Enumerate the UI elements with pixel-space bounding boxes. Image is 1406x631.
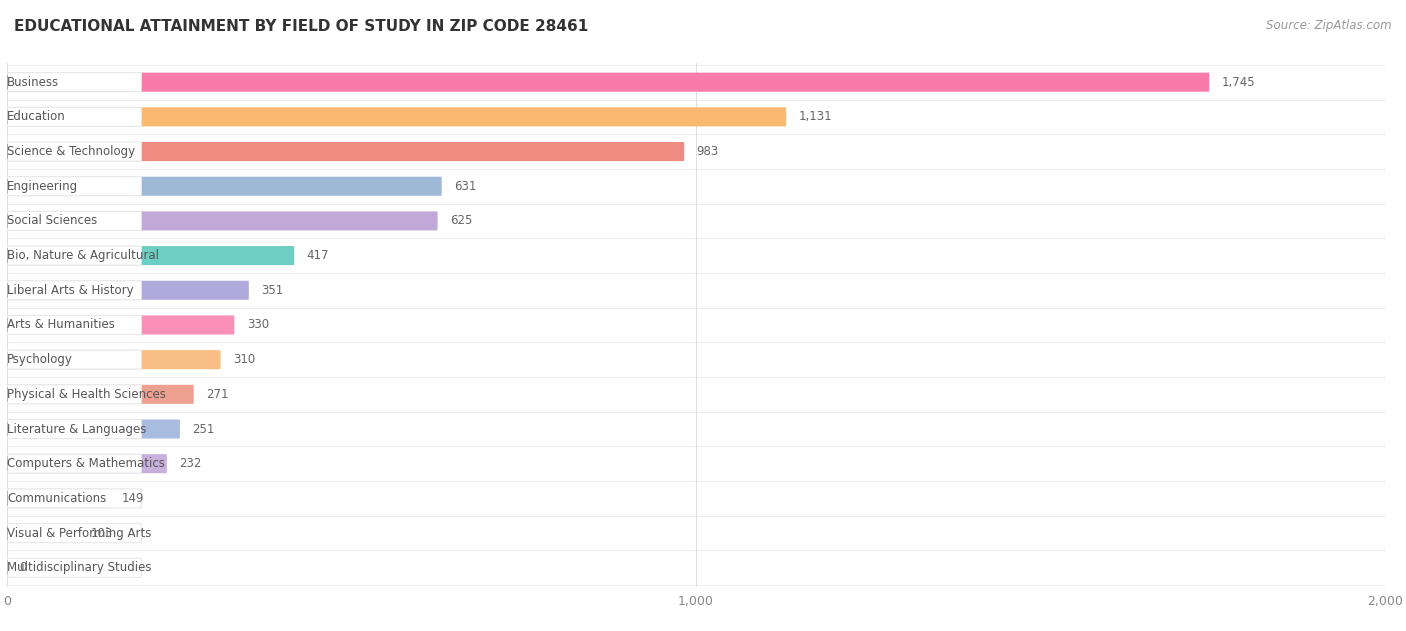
Text: Computers & Mathematics: Computers & Mathematics [7, 457, 165, 470]
Text: Liberal Arts & History: Liberal Arts & History [7, 284, 134, 297]
FancyBboxPatch shape [7, 411, 1385, 446]
FancyBboxPatch shape [7, 273, 1385, 308]
FancyBboxPatch shape [7, 524, 77, 543]
FancyBboxPatch shape [7, 489, 110, 508]
FancyBboxPatch shape [7, 73, 142, 91]
FancyBboxPatch shape [7, 516, 1385, 550]
FancyBboxPatch shape [7, 316, 235, 334]
FancyBboxPatch shape [7, 239, 1385, 273]
FancyBboxPatch shape [7, 134, 1385, 169]
FancyBboxPatch shape [7, 100, 1385, 134]
Text: Psychology: Psychology [7, 353, 73, 366]
Text: Communications: Communications [7, 492, 107, 505]
Text: 103: 103 [90, 527, 112, 540]
Text: Business: Business [7, 76, 59, 89]
FancyBboxPatch shape [7, 177, 142, 196]
FancyBboxPatch shape [7, 211, 142, 230]
Text: Visual & Performing Arts: Visual & Performing Arts [7, 527, 152, 540]
Text: 310: 310 [233, 353, 256, 366]
FancyBboxPatch shape [7, 246, 294, 265]
FancyBboxPatch shape [7, 385, 194, 404]
FancyBboxPatch shape [7, 142, 142, 161]
FancyBboxPatch shape [7, 446, 1385, 481]
Text: Literature & Languages: Literature & Languages [7, 423, 146, 435]
Text: Multidisciplinary Studies: Multidisciplinary Studies [7, 561, 152, 574]
FancyBboxPatch shape [7, 73, 1209, 91]
FancyBboxPatch shape [7, 558, 142, 577]
Text: Source: ZipAtlas.com: Source: ZipAtlas.com [1267, 19, 1392, 32]
Text: Arts & Humanities: Arts & Humanities [7, 319, 115, 331]
Text: Physical & Health Sciences: Physical & Health Sciences [7, 388, 166, 401]
FancyBboxPatch shape [7, 107, 786, 126]
FancyBboxPatch shape [7, 489, 142, 508]
Text: 232: 232 [180, 457, 201, 470]
Text: 251: 251 [193, 423, 215, 435]
FancyBboxPatch shape [7, 169, 1385, 204]
Text: 149: 149 [122, 492, 145, 505]
Text: 330: 330 [247, 319, 269, 331]
FancyBboxPatch shape [7, 420, 142, 439]
FancyBboxPatch shape [7, 524, 142, 543]
Text: 625: 625 [450, 215, 472, 227]
FancyBboxPatch shape [7, 281, 249, 300]
FancyBboxPatch shape [7, 281, 142, 300]
FancyBboxPatch shape [7, 308, 1385, 342]
FancyBboxPatch shape [7, 550, 1385, 585]
FancyBboxPatch shape [7, 211, 437, 230]
Text: 417: 417 [307, 249, 329, 262]
FancyBboxPatch shape [7, 385, 142, 404]
FancyBboxPatch shape [7, 377, 1385, 411]
FancyBboxPatch shape [7, 350, 142, 369]
FancyBboxPatch shape [7, 65, 1385, 100]
Text: Engineering: Engineering [7, 180, 79, 192]
Text: 1,745: 1,745 [1222, 76, 1256, 89]
FancyBboxPatch shape [7, 204, 1385, 239]
Text: 351: 351 [262, 284, 284, 297]
Text: 1,131: 1,131 [799, 110, 832, 123]
FancyBboxPatch shape [7, 481, 1385, 516]
Text: 983: 983 [696, 145, 718, 158]
FancyBboxPatch shape [7, 342, 1385, 377]
Text: Social Sciences: Social Sciences [7, 215, 97, 227]
Text: 631: 631 [454, 180, 477, 192]
Text: Bio, Nature & Agricultural: Bio, Nature & Agricultural [7, 249, 159, 262]
Text: Science & Technology: Science & Technology [7, 145, 135, 158]
FancyBboxPatch shape [7, 316, 142, 334]
FancyBboxPatch shape [7, 177, 441, 196]
FancyBboxPatch shape [7, 107, 142, 126]
FancyBboxPatch shape [7, 142, 685, 161]
FancyBboxPatch shape [7, 454, 167, 473]
Text: Education: Education [7, 110, 66, 123]
FancyBboxPatch shape [7, 246, 142, 265]
FancyBboxPatch shape [7, 420, 180, 439]
FancyBboxPatch shape [7, 350, 221, 369]
Text: EDUCATIONAL ATTAINMENT BY FIELD OF STUDY IN ZIP CODE 28461: EDUCATIONAL ATTAINMENT BY FIELD OF STUDY… [14, 19, 588, 34]
FancyBboxPatch shape [7, 454, 142, 473]
Text: 271: 271 [207, 388, 229, 401]
Text: 0: 0 [20, 561, 27, 574]
